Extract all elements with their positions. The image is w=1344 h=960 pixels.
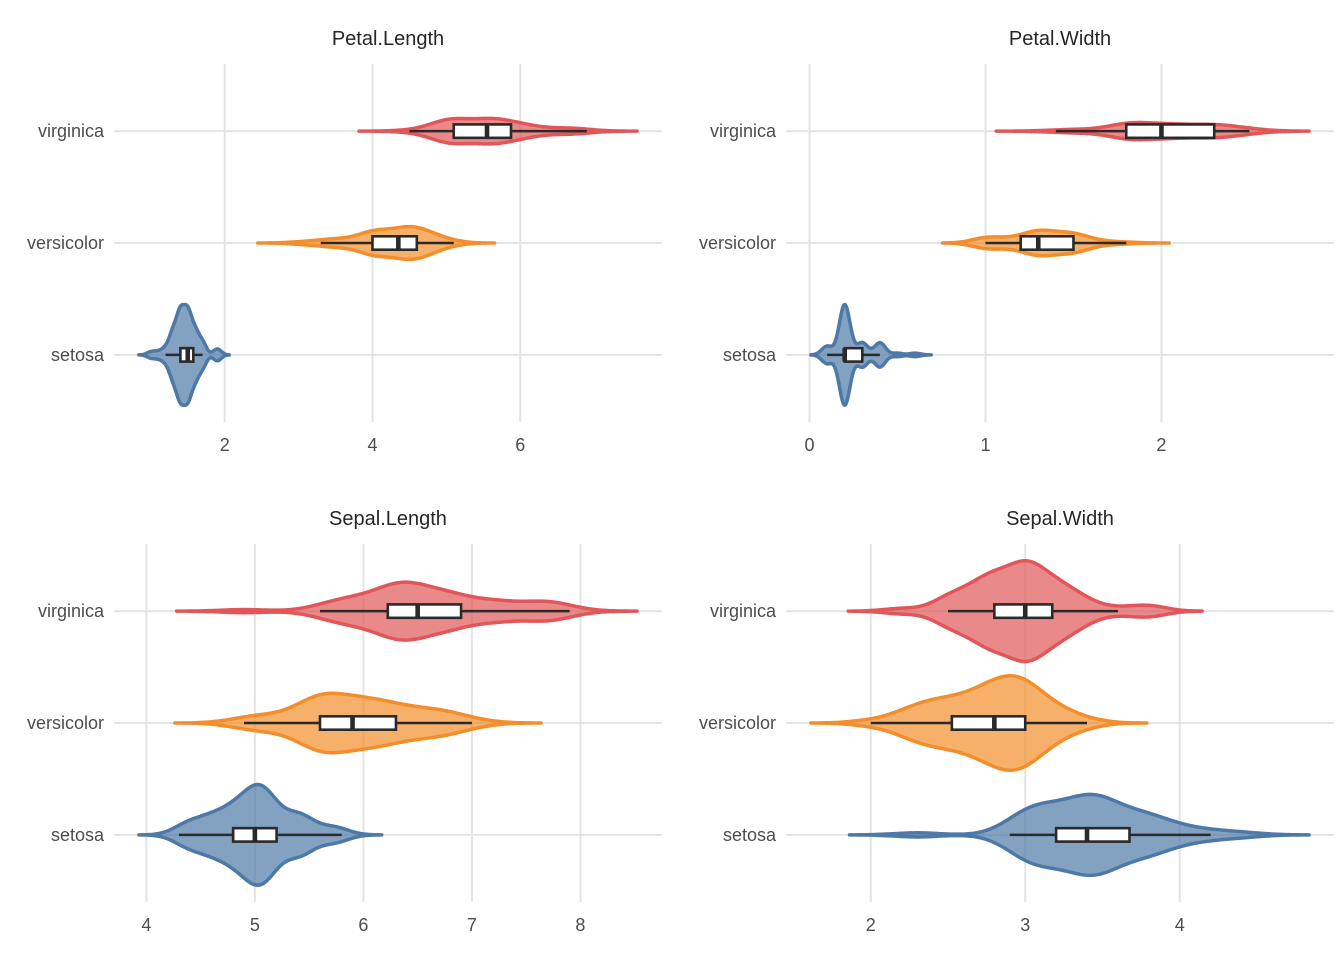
y-category-label: virginica [710, 601, 777, 621]
boxplot-box-virginica [386, 603, 463, 620]
x-tick-label: 4 [141, 915, 151, 935]
panel-title: Sepal.Width [1006, 508, 1114, 530]
y-category-label: virginica [710, 121, 777, 141]
x-tick-label: 2 [1156, 435, 1166, 455]
y-category-label: versicolor [27, 233, 104, 253]
x-tick-label: 4 [367, 435, 377, 455]
y-category-label: setosa [51, 825, 105, 845]
x-tick-label: 6 [515, 435, 525, 455]
panel-sepal_width: 2 3 4 setosa versicolor virginica Sepal.Width [699, 508, 1334, 935]
x-tick-label: 7 [467, 915, 477, 935]
y-category-label: versicolor [27, 713, 104, 733]
panel-petal_length: 2 4 6 setosa versicolor virginica Petal.Length [27, 28, 662, 455]
boxplot-box-versicolor [950, 714, 1027, 732]
x-tick-label: 2 [866, 915, 876, 935]
y-category-label: versicolor [699, 713, 776, 733]
panel-title: Petal.Length [332, 28, 444, 50]
x-tick-label: 2 [220, 435, 230, 455]
boxplot-box-setosa [843, 346, 864, 363]
panel-title: Petal.Width [1009, 28, 1111, 50]
y-category-label: virginica [38, 121, 105, 141]
y-category-label: versicolor [699, 233, 776, 253]
y-category-label: setosa [723, 825, 777, 845]
x-tick-label: 8 [575, 915, 585, 935]
x-tick-label: 5 [250, 915, 260, 935]
panel-title: Sepal.Length [329, 508, 447, 530]
x-tick-label: 4 [1175, 915, 1185, 935]
x-tick-label: 1 [980, 435, 990, 455]
boxplot-box-versicolor [318, 714, 398, 732]
y-category-label: virginica [38, 601, 105, 621]
boxplot-box-versicolor [371, 234, 419, 252]
boxplot-box-virginica [1124, 123, 1216, 140]
y-category-label: setosa [51, 345, 105, 365]
panel-petal_width: 0 1 2 setosa versicolor virginica Petal.Width [699, 28, 1334, 455]
y-category-label: setosa [723, 345, 777, 365]
boxplot-box-virginica [452, 123, 513, 140]
boxplot-box-setosa [1054, 826, 1131, 843]
x-tick-label: 0 [805, 435, 815, 455]
x-tick-label: 6 [358, 915, 368, 935]
panel-sepal_length: 4 5 6 7 8 setosa versicolor virginica Sepal.Leng… [27, 508, 662, 935]
boxplot-box-versicolor [1019, 234, 1075, 252]
x-tick-label: 3 [1020, 915, 1030, 935]
